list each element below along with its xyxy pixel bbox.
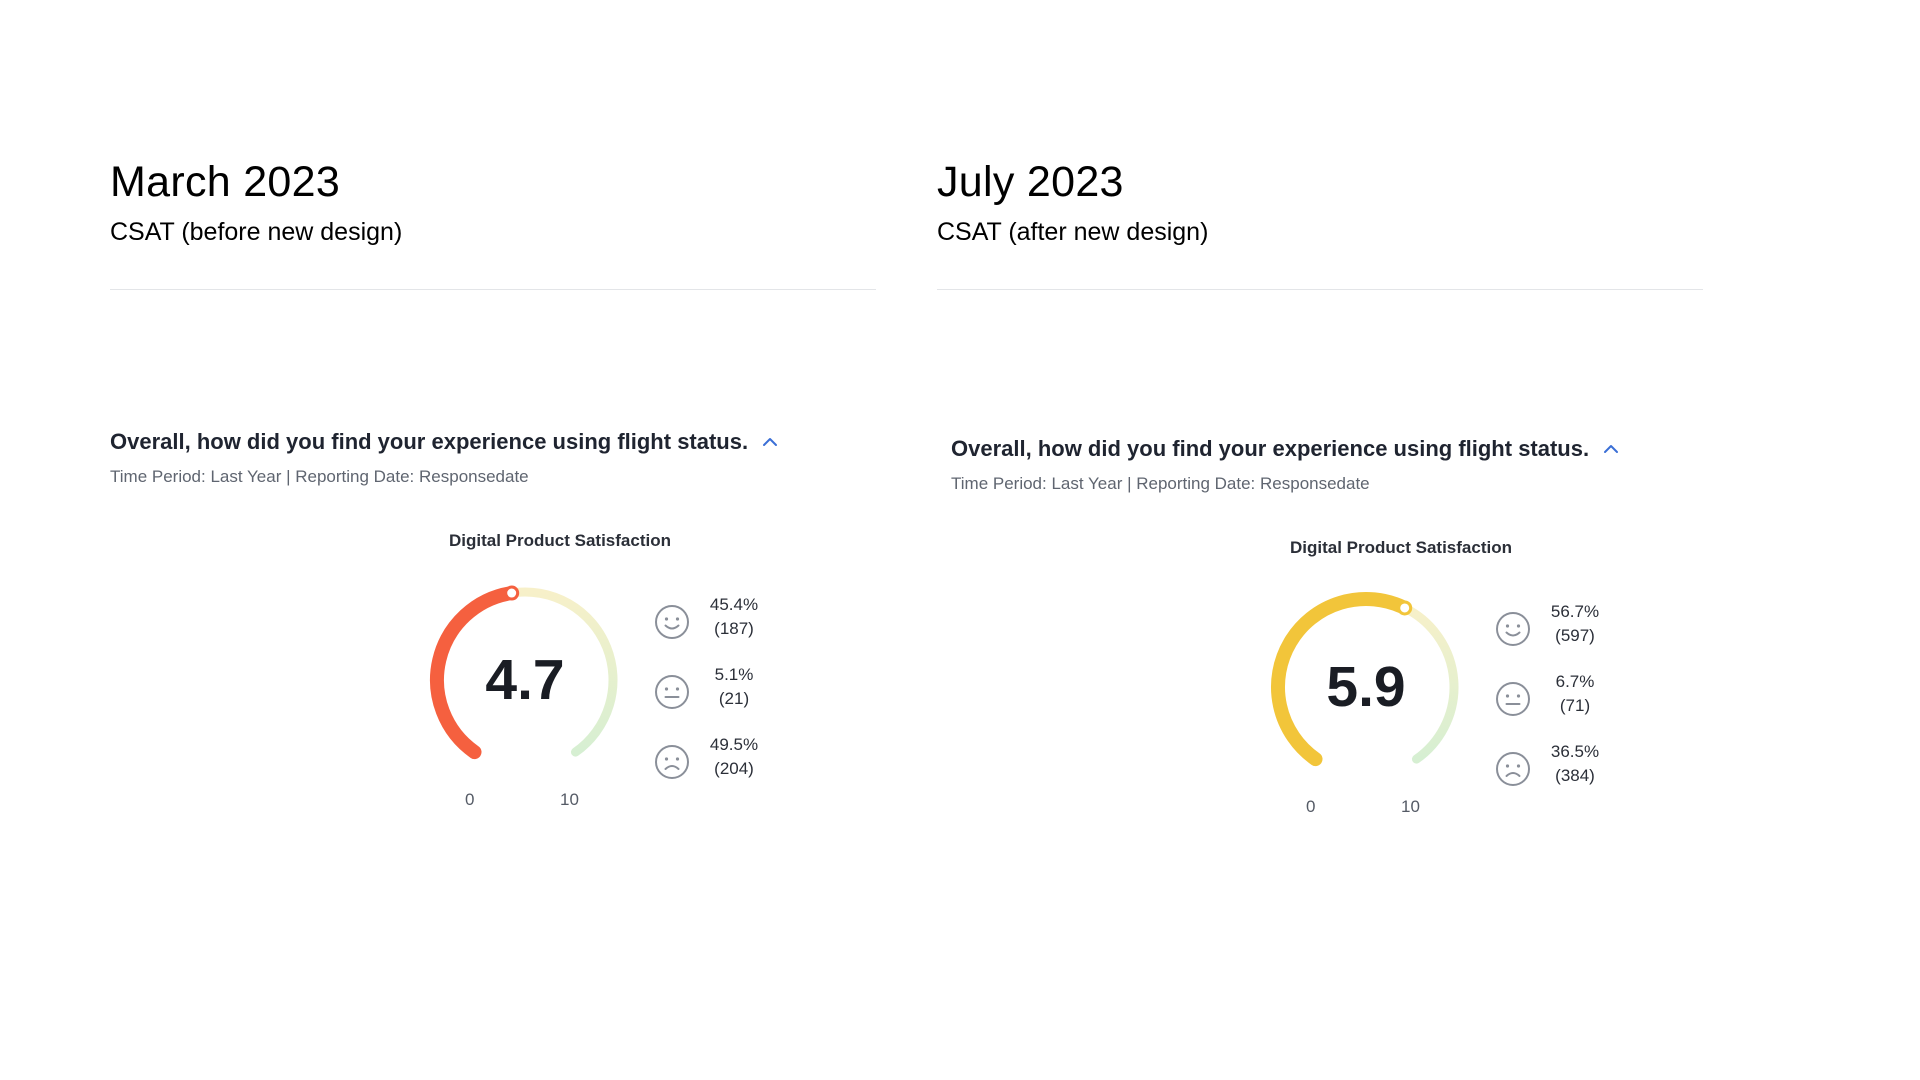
- neutral-face-icon: [655, 675, 689, 709]
- dissatisfied-percent: 49.5%: [709, 735, 759, 754]
- divider: [110, 289, 876, 290]
- frown-face-icon: [1496, 752, 1530, 786]
- sentiment-breakdown: 45.4% (187) 5.1% (21): [653, 593, 813, 803]
- smile-face-icon: [655, 605, 689, 639]
- chevron-up-icon[interactable]: [1601, 439, 1621, 459]
- satisfied-stat: 45.4% (187): [699, 593, 769, 641]
- neutral-percent: 5.1%: [714, 665, 754, 684]
- dissatisfied-stat: 49.5% (204): [699, 733, 769, 781]
- neutral-stat: 5.1% (21): [699, 663, 769, 711]
- question-header[interactable]: Overall, how did you find your experienc…: [110, 425, 880, 459]
- dissatisfied-count: (204): [714, 759, 754, 778]
- satisfaction-widget: Digital Product Satisfaction 5.9 0 10 56: [1261, 538, 1661, 838]
- divider: [937, 289, 1703, 290]
- gauge-ring: [1270, 592, 1459, 767]
- neutral-row: 5.1% (21): [653, 663, 813, 733]
- gauge-fill: [1270, 592, 1412, 767]
- question-header[interactable]: Overall, how did you find your experienc…: [951, 432, 1721, 466]
- widget-title: Digital Product Satisfaction: [449, 531, 671, 550]
- satisfaction-widget: Digital Product Satisfaction 4.7 0 10 45: [420, 531, 820, 831]
- survey-card: Overall, how did you find your experienc…: [110, 425, 880, 809]
- neutral-count: (71): [1559, 696, 1591, 715]
- neutral-row: 6.7% (71): [1494, 670, 1654, 740]
- gauge-ring: [430, 585, 618, 760]
- score-value: 4.7: [485, 648, 565, 712]
- time-period-meta: Time Period: Last Year | Reporting Date:…: [110, 467, 529, 486]
- frown-face-icon: [655, 745, 689, 779]
- gauge-marker: [1397, 600, 1413, 616]
- panel-before: March 2023 CSAT (before new design) Over…: [110, 0, 880, 1080]
- neutral-stat: 6.7% (71): [1540, 670, 1610, 718]
- dissatisfied-percent: 36.5%: [1550, 742, 1600, 761]
- satisfied-percent: 56.7%: [1550, 602, 1600, 621]
- scale-max-label: 10: [1401, 797, 1420, 816]
- time-period-meta: Time Period: Last Year | Reporting Date:…: [951, 474, 1370, 493]
- gauge-track: [1400, 603, 1459, 764]
- gauge-track: [507, 587, 618, 757]
- score-gauge: 4.7 0 10: [420, 575, 630, 809]
- period-subtitle: CSAT (after new design): [937, 218, 1209, 246]
- scale-max-label: 10: [560, 790, 579, 809]
- score-gauge: 5.9 0 10: [1261, 582, 1471, 816]
- dissatisfied-stat: 36.5% (384): [1540, 740, 1610, 788]
- smile-face-icon: [1496, 612, 1530, 646]
- period-title: March 2023: [110, 158, 341, 206]
- panel-after: July 2023 CSAT (after new design) Overal…: [937, 0, 1707, 1080]
- widget-title: Digital Product Satisfaction: [1290, 538, 1512, 557]
- satisfied-count: (597): [1555, 626, 1595, 645]
- period-subtitle: CSAT (before new design): [110, 218, 403, 246]
- period-title: July 2023: [937, 158, 1124, 206]
- neutral-percent: 6.7%: [1555, 672, 1595, 691]
- score-value: 5.9: [1326, 655, 1406, 719]
- scale-min-label: 0: [1306, 797, 1316, 816]
- satisfied-row: 56.7% (597): [1494, 600, 1654, 670]
- neutral-count: (21): [718, 689, 750, 708]
- neutral-face-icon: [1496, 682, 1530, 716]
- question-text: Overall, how did you find your experienc…: [951, 436, 1590, 461]
- gauge-fill: [430, 586, 519, 760]
- question-text: Overall, how did you find your experienc…: [110, 429, 749, 454]
- satisfied-percent: 45.4%: [709, 595, 759, 614]
- satisfied-row: 45.4% (187): [653, 593, 813, 663]
- satisfied-count: (187): [714, 619, 754, 638]
- dissatisfied-row: 49.5% (204): [653, 733, 813, 803]
- satisfied-stat: 56.7% (597): [1540, 600, 1610, 648]
- gauge-marker: [504, 585, 520, 601]
- dissatisfied-row: 36.5% (384): [1494, 740, 1654, 810]
- survey-card: Overall, how did you find your experienc…: [951, 432, 1721, 816]
- dissatisfied-count: (384): [1555, 766, 1595, 785]
- scale-min-label: 0: [465, 790, 475, 809]
- sentiment-breakdown: 56.7% (597) 6.7% (71): [1494, 600, 1654, 810]
- chevron-up-icon[interactable]: [760, 432, 780, 452]
